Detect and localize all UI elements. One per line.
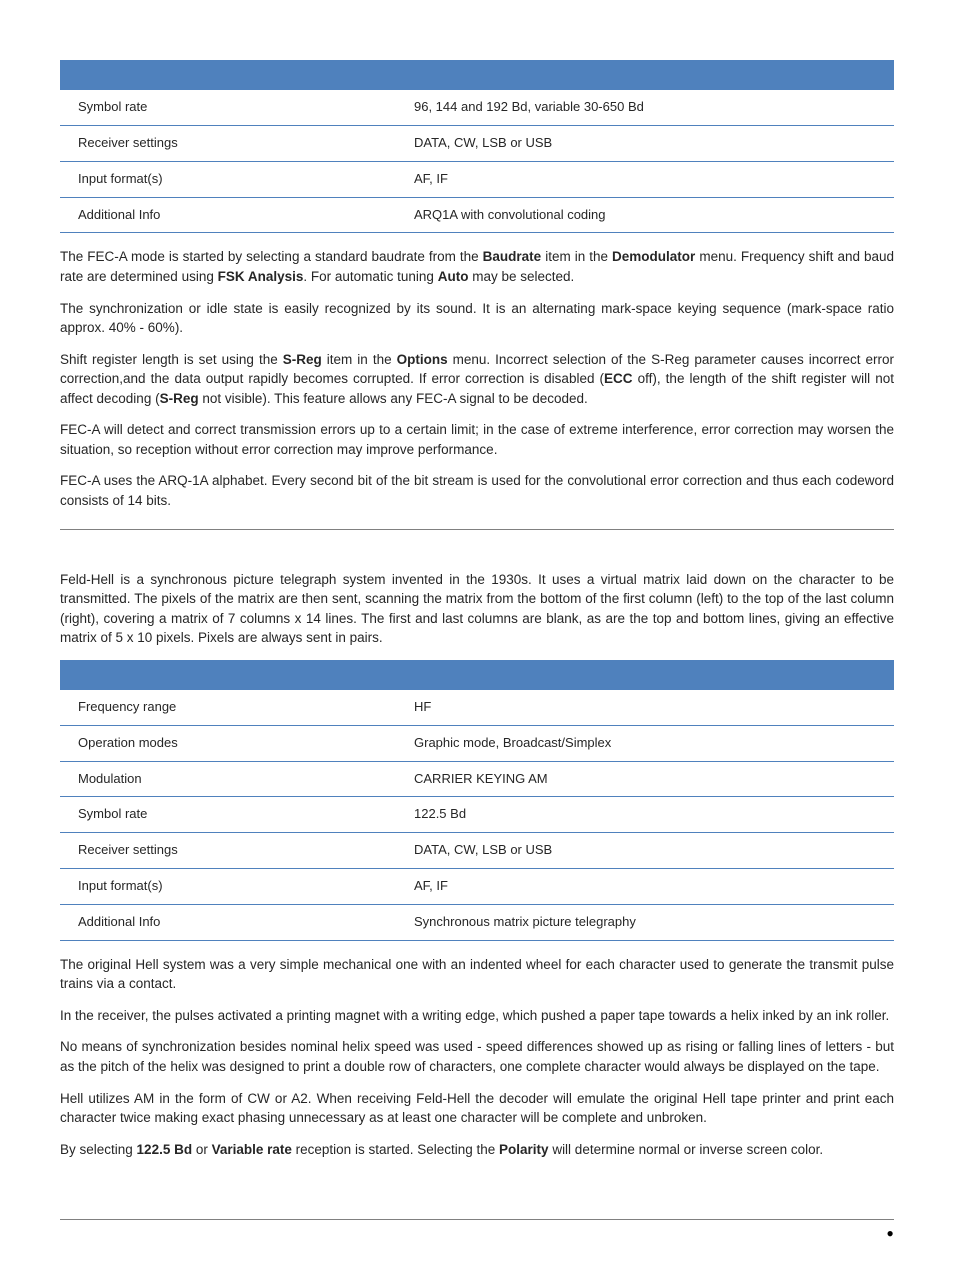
table-row: Operation modes Graphic mode, Broadcast/… xyxy=(60,725,894,761)
paragraph: No means of synchronization besides nomi… xyxy=(60,1037,894,1076)
paragraph: By selecting 122.5 Bd or Variable rate r… xyxy=(60,1140,894,1160)
param-value: ARQ1A with convolutional coding xyxy=(396,197,894,233)
table-header-cell xyxy=(396,60,894,90)
param-value: 96, 144 and 192 Bd, variable 30-650 Bd xyxy=(396,90,894,125)
bold-term: Variable rate xyxy=(212,1142,292,1157)
param-value: DATA, CW, LSB or USB xyxy=(396,833,894,869)
table-row: Modulation CARRIER KEYING AM xyxy=(60,761,894,797)
param-value: DATA, CW, LSB or USB xyxy=(396,125,894,161)
table-row: Symbol rate 122.5 Bd xyxy=(60,797,894,833)
param-value: 122.5 Bd xyxy=(396,797,894,833)
table-row: Receiver settings DATA, CW, LSB or USB xyxy=(60,125,894,161)
bold-term: Polarity xyxy=(499,1142,549,1157)
table-row: Frequency range HF xyxy=(60,690,894,725)
paragraph: Hell utilizes AM in the form of CW or A2… xyxy=(60,1089,894,1128)
paragraph: The synchronization or idle state is eas… xyxy=(60,299,894,338)
text-run: will determine normal or inverse screen … xyxy=(549,1142,824,1157)
table-header-cell xyxy=(396,660,894,690)
bold-term: Auto xyxy=(438,269,469,284)
text-run: item in the xyxy=(541,249,612,264)
section-divider xyxy=(60,529,894,530)
bold-term: Options xyxy=(397,352,448,367)
param-value: AF, IF xyxy=(396,869,894,905)
footer-divider xyxy=(60,1219,894,1220)
param-value: AF, IF xyxy=(396,161,894,197)
param-label: Operation modes xyxy=(60,725,396,761)
bold-term: S-Reg xyxy=(283,352,322,367)
table-row: Additional Info ARQ1A with convolutional… xyxy=(60,197,894,233)
param-label: Symbol rate xyxy=(60,797,396,833)
paragraph: The FEC-A mode is started by selecting a… xyxy=(60,247,894,286)
text-run: or xyxy=(192,1142,212,1157)
text-run: item in the xyxy=(322,352,397,367)
param-value: HF xyxy=(396,690,894,725)
fec-a-spec-table: Symbol rate 96, 144 and 192 Bd, variable… xyxy=(60,60,894,233)
table-row: Input format(s) AF, IF xyxy=(60,161,894,197)
bold-term: FSK Analysis xyxy=(218,269,304,284)
paragraph: Shift register length is set using the S… xyxy=(60,350,894,409)
text-run: The FEC-A mode is started by selecting a… xyxy=(60,249,483,264)
text-run: Shift register length is set using the xyxy=(60,352,283,367)
bold-term: 122.5 Bd xyxy=(137,1142,193,1157)
paragraph: Feld-Hell is a synchronous picture teleg… xyxy=(60,570,894,648)
param-label: Input format(s) xyxy=(60,161,396,197)
bold-term: ECC xyxy=(604,371,633,386)
footer-bullet: • xyxy=(60,1228,894,1240)
param-value: Synchronous matrix picture telegraphy xyxy=(396,904,894,940)
param-label: Receiver settings xyxy=(60,125,396,161)
table-row: Symbol rate 96, 144 and 192 Bd, variable… xyxy=(60,90,894,125)
text-run: reception is started. Selecting the xyxy=(292,1142,499,1157)
page: Symbol rate 96, 144 and 192 Bd, variable… xyxy=(0,0,954,1280)
param-label: Additional Info xyxy=(60,197,396,233)
text-run: . For automatic tuning xyxy=(303,269,437,284)
table-row: Receiver settings DATA, CW, LSB or USB xyxy=(60,833,894,869)
paragraph: In the receiver, the pulses activated a … xyxy=(60,1006,894,1026)
paragraph: FEC-A will detect and correct transmissi… xyxy=(60,420,894,459)
table-header-cell xyxy=(60,60,396,90)
table-row: Input format(s) AF, IF xyxy=(60,869,894,905)
bold-term: S-Reg xyxy=(160,391,199,406)
param-label: Modulation xyxy=(60,761,396,797)
param-label: Input format(s) xyxy=(60,869,396,905)
paragraph: The original Hell system was a very simp… xyxy=(60,955,894,994)
bold-term: Demodulator xyxy=(612,249,695,264)
param-label: Frequency range xyxy=(60,690,396,725)
table-header-bar xyxy=(60,60,894,90)
param-label: Additional Info xyxy=(60,904,396,940)
text-run: not visible). This feature allows any FE… xyxy=(199,391,588,406)
table-header-bar xyxy=(60,660,894,690)
text-run: By selecting xyxy=(60,1142,137,1157)
table-header-cell xyxy=(60,660,396,690)
param-value: Graphic mode, Broadcast/Simplex xyxy=(396,725,894,761)
param-value: CARRIER KEYING AM xyxy=(396,761,894,797)
feld-hell-spec-table: Frequency range HF Operation modes Graph… xyxy=(60,660,894,941)
text-run: may be selected. xyxy=(468,269,574,284)
bold-term: Baudrate xyxy=(483,249,542,264)
table-row: Additional Info Synchronous matrix pictu… xyxy=(60,904,894,940)
param-label: Symbol rate xyxy=(60,90,396,125)
param-label: Receiver settings xyxy=(60,833,396,869)
paragraph: FEC-A uses the ARQ-1A alphabet. Every se… xyxy=(60,471,894,510)
